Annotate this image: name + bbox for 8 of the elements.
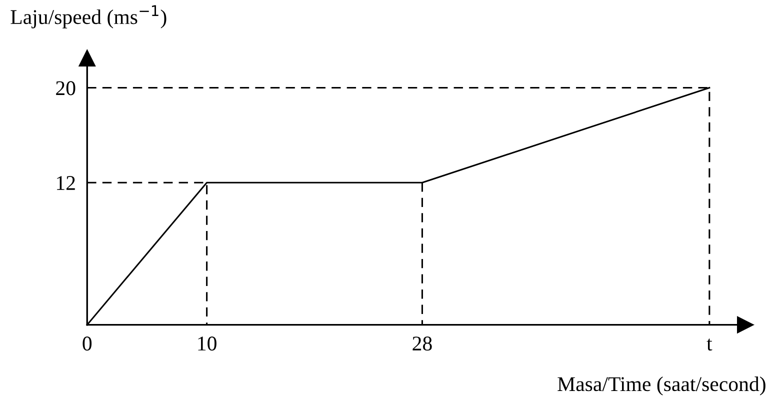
x-tick-label: 10 [198,336,216,351]
x-tick-label: 28 [412,336,432,351]
x-axis-title: Masa/Time (saat/second) [558,376,766,396]
y-tick-label: 12 [57,176,75,190]
x-tick-label: 0 [82,336,92,351]
y-axis-title: Laju/speed (ms$^{−1}$) [10,5,166,28]
x-tick-label: t [706,338,712,351]
y-tick-label: 20 [56,81,76,96]
